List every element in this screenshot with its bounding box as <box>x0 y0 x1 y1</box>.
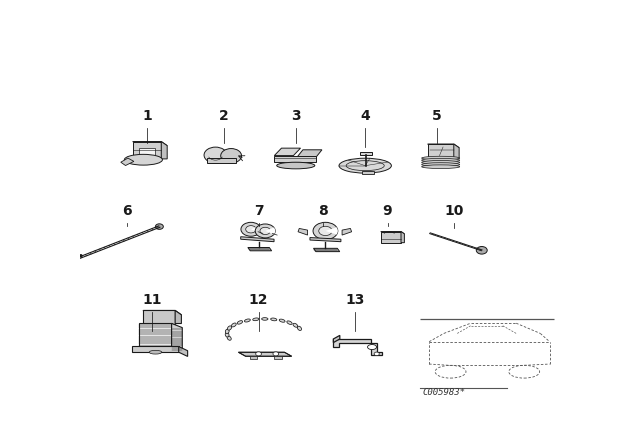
Polygon shape <box>175 310 181 323</box>
Ellipse shape <box>422 156 460 160</box>
Text: C005983*: C005983* <box>422 388 465 397</box>
Ellipse shape <box>298 326 301 331</box>
Circle shape <box>241 222 261 236</box>
Text: 3: 3 <box>291 109 301 123</box>
Polygon shape <box>132 142 161 159</box>
Ellipse shape <box>262 318 268 320</box>
Circle shape <box>374 352 380 356</box>
Polygon shape <box>172 323 182 351</box>
Text: 5: 5 <box>432 109 442 123</box>
Ellipse shape <box>244 319 250 322</box>
Polygon shape <box>275 148 301 155</box>
Polygon shape <box>333 336 340 343</box>
Polygon shape <box>381 232 404 234</box>
Text: 13: 13 <box>346 293 365 307</box>
Polygon shape <box>310 237 341 241</box>
Text: 6: 6 <box>122 203 132 218</box>
Polygon shape <box>360 151 372 155</box>
Wedge shape <box>325 227 338 235</box>
Polygon shape <box>179 346 188 357</box>
Circle shape <box>260 227 271 235</box>
Circle shape <box>476 246 487 254</box>
Ellipse shape <box>279 319 285 322</box>
Ellipse shape <box>124 155 163 165</box>
Polygon shape <box>401 232 404 243</box>
Polygon shape <box>297 150 322 157</box>
Polygon shape <box>314 248 340 252</box>
Polygon shape <box>275 356 282 359</box>
Polygon shape <box>381 232 401 243</box>
Ellipse shape <box>422 160 460 164</box>
Polygon shape <box>333 339 382 355</box>
Polygon shape <box>428 144 459 148</box>
Ellipse shape <box>237 321 243 324</box>
Polygon shape <box>140 323 172 346</box>
Ellipse shape <box>225 332 229 337</box>
Ellipse shape <box>422 159 460 162</box>
Ellipse shape <box>253 318 259 321</box>
Polygon shape <box>275 155 316 162</box>
Polygon shape <box>132 142 167 146</box>
Text: 8: 8 <box>318 203 328 218</box>
Wedge shape <box>265 228 275 234</box>
Wedge shape <box>251 226 261 233</box>
Circle shape <box>255 224 275 238</box>
Ellipse shape <box>287 321 292 324</box>
Polygon shape <box>121 158 134 165</box>
Ellipse shape <box>232 323 236 327</box>
Polygon shape <box>241 237 274 241</box>
Text: 4: 4 <box>360 109 370 123</box>
Circle shape <box>204 147 227 163</box>
Ellipse shape <box>339 158 392 173</box>
Polygon shape <box>143 310 181 315</box>
Ellipse shape <box>367 345 376 349</box>
Polygon shape <box>250 356 257 359</box>
Ellipse shape <box>271 318 277 321</box>
Circle shape <box>246 226 256 233</box>
Ellipse shape <box>293 323 298 327</box>
Circle shape <box>319 226 332 236</box>
Ellipse shape <box>225 329 229 333</box>
Ellipse shape <box>276 162 315 169</box>
Text: 10: 10 <box>445 203 464 218</box>
Polygon shape <box>143 310 175 323</box>
Polygon shape <box>428 144 454 159</box>
Circle shape <box>256 352 261 356</box>
Polygon shape <box>342 228 351 235</box>
Ellipse shape <box>149 350 162 354</box>
Circle shape <box>221 149 241 163</box>
Polygon shape <box>132 346 179 352</box>
Text: 11: 11 <box>142 293 162 307</box>
Polygon shape <box>362 171 374 174</box>
Text: 2: 2 <box>219 109 228 123</box>
Polygon shape <box>207 158 236 163</box>
Polygon shape <box>298 228 308 235</box>
Ellipse shape <box>227 336 231 340</box>
Ellipse shape <box>422 163 460 166</box>
Polygon shape <box>139 148 156 156</box>
Text: 9: 9 <box>383 203 392 218</box>
Text: 7: 7 <box>253 203 264 218</box>
Ellipse shape <box>422 165 460 168</box>
Polygon shape <box>161 142 167 159</box>
Circle shape <box>78 254 83 257</box>
Circle shape <box>313 222 338 240</box>
Polygon shape <box>454 144 459 159</box>
Text: 12: 12 <box>249 293 268 307</box>
Polygon shape <box>248 247 271 251</box>
Circle shape <box>273 352 278 356</box>
Polygon shape <box>239 352 292 356</box>
Ellipse shape <box>227 326 232 330</box>
Text: 1: 1 <box>142 109 152 123</box>
Circle shape <box>156 224 163 229</box>
